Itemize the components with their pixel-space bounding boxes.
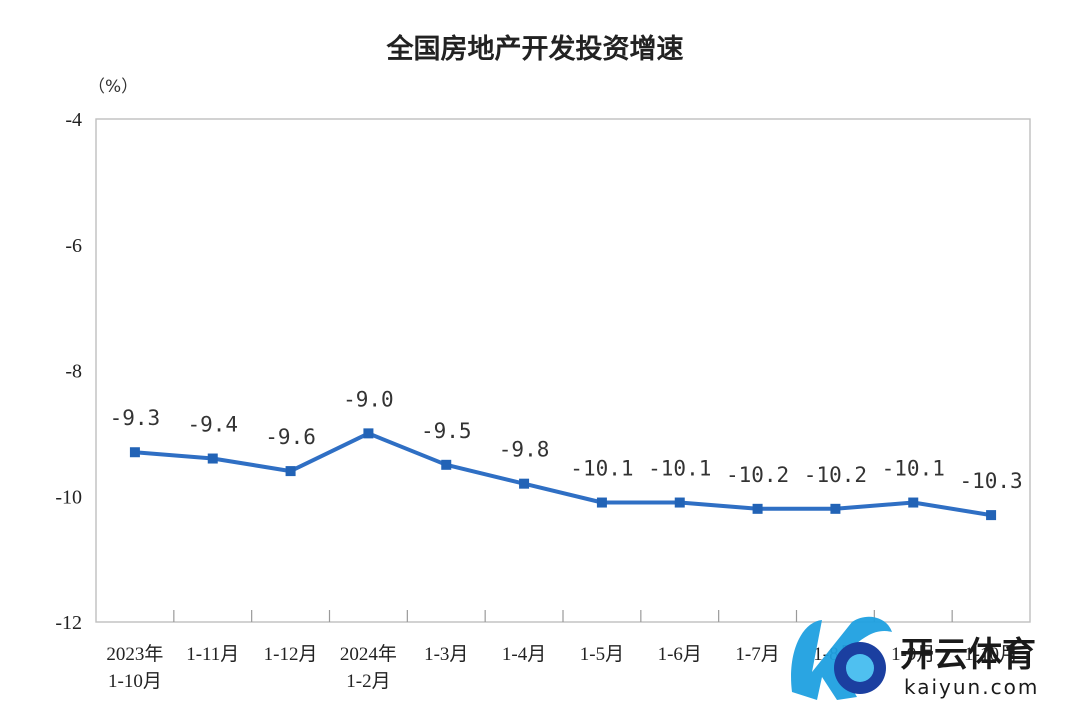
data-label: -10.1	[570, 457, 633, 481]
y-tick-label: -8	[65, 361, 82, 383]
logo-ball-highlight-icon	[846, 654, 874, 682]
series	[129, 428, 997, 521]
data-label: -10.2	[804, 463, 867, 487]
axes	[95, 118, 1031, 623]
y-tick-label: -10	[55, 486, 82, 508]
plot-area-frame	[95, 118, 1031, 623]
data-point	[830, 503, 841, 514]
x-tick-label: 1-2月	[346, 671, 390, 692]
data-point	[986, 510, 997, 521]
data-label: -9.0	[343, 387, 394, 411]
logo-k-swoosh-icon	[791, 616, 892, 700]
x-tick-label: 1-5月	[580, 644, 624, 665]
data-point	[285, 466, 296, 477]
x-tick-label: 1-11月	[186, 644, 239, 665]
data-point	[441, 459, 452, 470]
data-label: -10.3	[959, 469, 1022, 493]
watermark-logo: 开云体育 kaiyun.com	[791, 616, 1039, 700]
x-tick-label: 1-7月	[735, 644, 779, 665]
y-tick-label: -4	[65, 109, 82, 131]
y-tick-label: -12	[55, 612, 82, 634]
x-tick-label: 1-6月	[658, 644, 702, 665]
data-point	[207, 453, 218, 464]
x-tick-label: 1-3月	[424, 644, 468, 665]
x-tick-label: 1-4月	[502, 644, 546, 665]
data-point	[908, 497, 919, 508]
series-line	[134, 431, 992, 518]
y-tick-labels: -4 -6 -8 -10 -12	[55, 109, 82, 634]
x-tick-label: 2023年	[106, 643, 163, 665]
x-tick-label: 1-12月	[264, 644, 318, 665]
data-point	[596, 497, 607, 508]
x-tick-label: 2024年	[340, 643, 397, 665]
data-label: -10.2	[726, 463, 789, 487]
data-label: -9.4	[187, 413, 238, 437]
y-tick-label: -6	[65, 235, 82, 257]
data-point	[363, 428, 374, 439]
data-label: -10.1	[648, 457, 711, 481]
watermark-brand: 开云体育	[900, 635, 1036, 675]
data-point	[752, 503, 763, 514]
watermark-url: kaiyun.com	[904, 675, 1039, 699]
data-label: -9.5	[421, 419, 472, 443]
chart-title: 全国房地产开发投资增速	[386, 33, 684, 65]
x-tick-label: 1-9月	[891, 644, 935, 665]
data-label: -9.6	[265, 425, 316, 449]
y-axis-unit-label: （%）	[88, 77, 138, 97]
data-point	[674, 497, 685, 508]
data-labels: -9.3 -9.4-9.6-9.0-9.5-9.8-10.1 -10.1 -10.2-…	[110, 387, 1023, 493]
data-label: -9.3	[110, 406, 161, 430]
x-tick-marks	[173, 610, 953, 622]
x-tick-label: 1-10月	[108, 671, 162, 692]
data-label: -9.8	[499, 438, 550, 462]
data-point	[519, 478, 530, 489]
x-tick-labels: 2023年 1-10月 1-11月 1-12月 2024年 1-2月 1-3月 1-4月 1-5…	[106, 643, 1018, 692]
x-tick-label: 1-10月	[964, 644, 1018, 665]
data-label: -10.1	[882, 457, 945, 481]
data-point	[129, 447, 140, 458]
